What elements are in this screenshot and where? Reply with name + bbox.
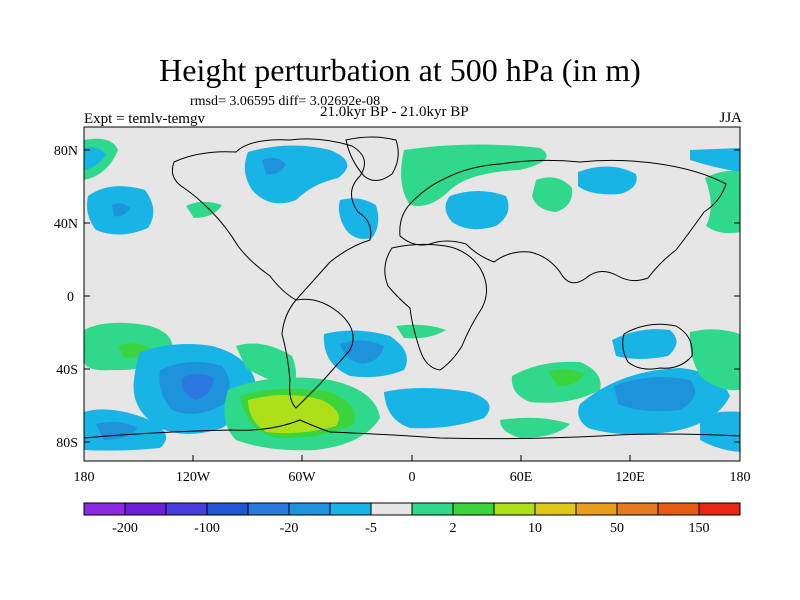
lat-label: 80S bbox=[56, 436, 78, 451]
lon-label: 60W bbox=[288, 470, 316, 485]
lat-label: 80N bbox=[54, 144, 78, 159]
coastline-africa bbox=[384, 243, 487, 371]
colorbar-label: 2 bbox=[450, 521, 457, 536]
colorbar-label: -5 bbox=[365, 521, 377, 536]
field-patch bbox=[186, 201, 222, 218]
colorbar-swatch bbox=[83, 502, 126, 516]
colorbar-swatch bbox=[247, 502, 290, 516]
colorbar-swatch bbox=[411, 502, 454, 516]
colorbar-swatch bbox=[165, 502, 208, 516]
lat-ticks bbox=[84, 149, 740, 443]
colorbar-swatch bbox=[288, 502, 331, 516]
stats-text: rmsd= 3.06595 diff= 3.02692e-08 bbox=[190, 94, 381, 109]
field-patch bbox=[445, 191, 509, 230]
season-label: JJA bbox=[719, 110, 742, 126]
coastlines bbox=[84, 136, 740, 440]
colorbar bbox=[83, 502, 741, 516]
page-title: Height perturbation at 500 hPa (in m) bbox=[159, 52, 641, 88]
field-patch bbox=[384, 388, 490, 429]
field-patch bbox=[112, 203, 130, 217]
lon-label: 60E bbox=[510, 470, 533, 485]
coastline-antarctica bbox=[84, 419, 740, 440]
field-patch bbox=[578, 166, 637, 195]
lon-label: 120E bbox=[615, 470, 645, 485]
colorbar-swatch bbox=[616, 502, 659, 516]
colorbar-swatch bbox=[575, 502, 618, 516]
colorbar-swatch bbox=[452, 502, 495, 516]
field-patch bbox=[181, 374, 214, 400]
colorbar-label: -20 bbox=[280, 521, 299, 536]
field-patch bbox=[705, 170, 740, 234]
lon-label: 120W bbox=[176, 470, 211, 485]
experiment-label: Expt = temlv-temgv bbox=[84, 111, 205, 127]
colorbar-label: -200 bbox=[112, 521, 138, 536]
field-patch bbox=[690, 148, 740, 172]
colorbar-swatch bbox=[370, 502, 413, 516]
field-patch bbox=[396, 324, 446, 339]
field-patch bbox=[401, 144, 547, 206]
field-patch bbox=[532, 177, 573, 212]
field-patch bbox=[689, 329, 740, 391]
field-patch bbox=[84, 147, 106, 170]
coastline-eurasia bbox=[399, 159, 727, 284]
field-patch bbox=[248, 395, 339, 434]
colorbar-swatch bbox=[206, 502, 249, 516]
colorbar-label: 50 bbox=[610, 521, 624, 536]
colorbar-swatch bbox=[329, 502, 372, 516]
coastline-australia bbox=[622, 323, 693, 370]
colorbar-label: 150 bbox=[689, 521, 710, 536]
colorbar-swatch bbox=[698, 502, 741, 516]
colorbar-swatch bbox=[493, 502, 536, 516]
field-patch bbox=[338, 198, 379, 239]
lon-label: 180 bbox=[730, 470, 751, 485]
colorbar-label: 10 bbox=[528, 521, 542, 536]
field-patch bbox=[500, 417, 570, 438]
period-label: 21.0kyr BP - 21.0kyr BP bbox=[320, 104, 469, 120]
field-patch bbox=[340, 340, 384, 364]
colorbar-label: -100 bbox=[194, 521, 220, 536]
colorbar-swatch bbox=[534, 502, 577, 516]
field-patch bbox=[262, 157, 286, 175]
colorbar-swatch bbox=[124, 502, 167, 516]
coastline-south-america bbox=[281, 298, 354, 409]
field-patch bbox=[96, 421, 138, 440]
field-patch bbox=[236, 343, 296, 388]
colorbar-labels: -200 -100 -20 -5 2 10 50 150 bbox=[112, 521, 709, 536]
lat-label: 40S bbox=[56, 363, 78, 378]
lon-label: 0 bbox=[409, 470, 416, 485]
coastline-north-america bbox=[171, 138, 372, 301]
lon-ticks bbox=[83, 455, 741, 461]
lat-label: 40N bbox=[54, 217, 78, 232]
perturbation-field bbox=[84, 138, 740, 452]
coastline-greenland bbox=[345, 136, 399, 181]
lat-label: 0 bbox=[67, 290, 74, 305]
colorbar-swatch bbox=[657, 502, 700, 516]
field-patch bbox=[612, 329, 677, 359]
field-patch bbox=[614, 377, 696, 412]
field-patch bbox=[700, 411, 740, 452]
lon-label: 180 bbox=[74, 470, 95, 485]
field-patch bbox=[548, 369, 584, 386]
